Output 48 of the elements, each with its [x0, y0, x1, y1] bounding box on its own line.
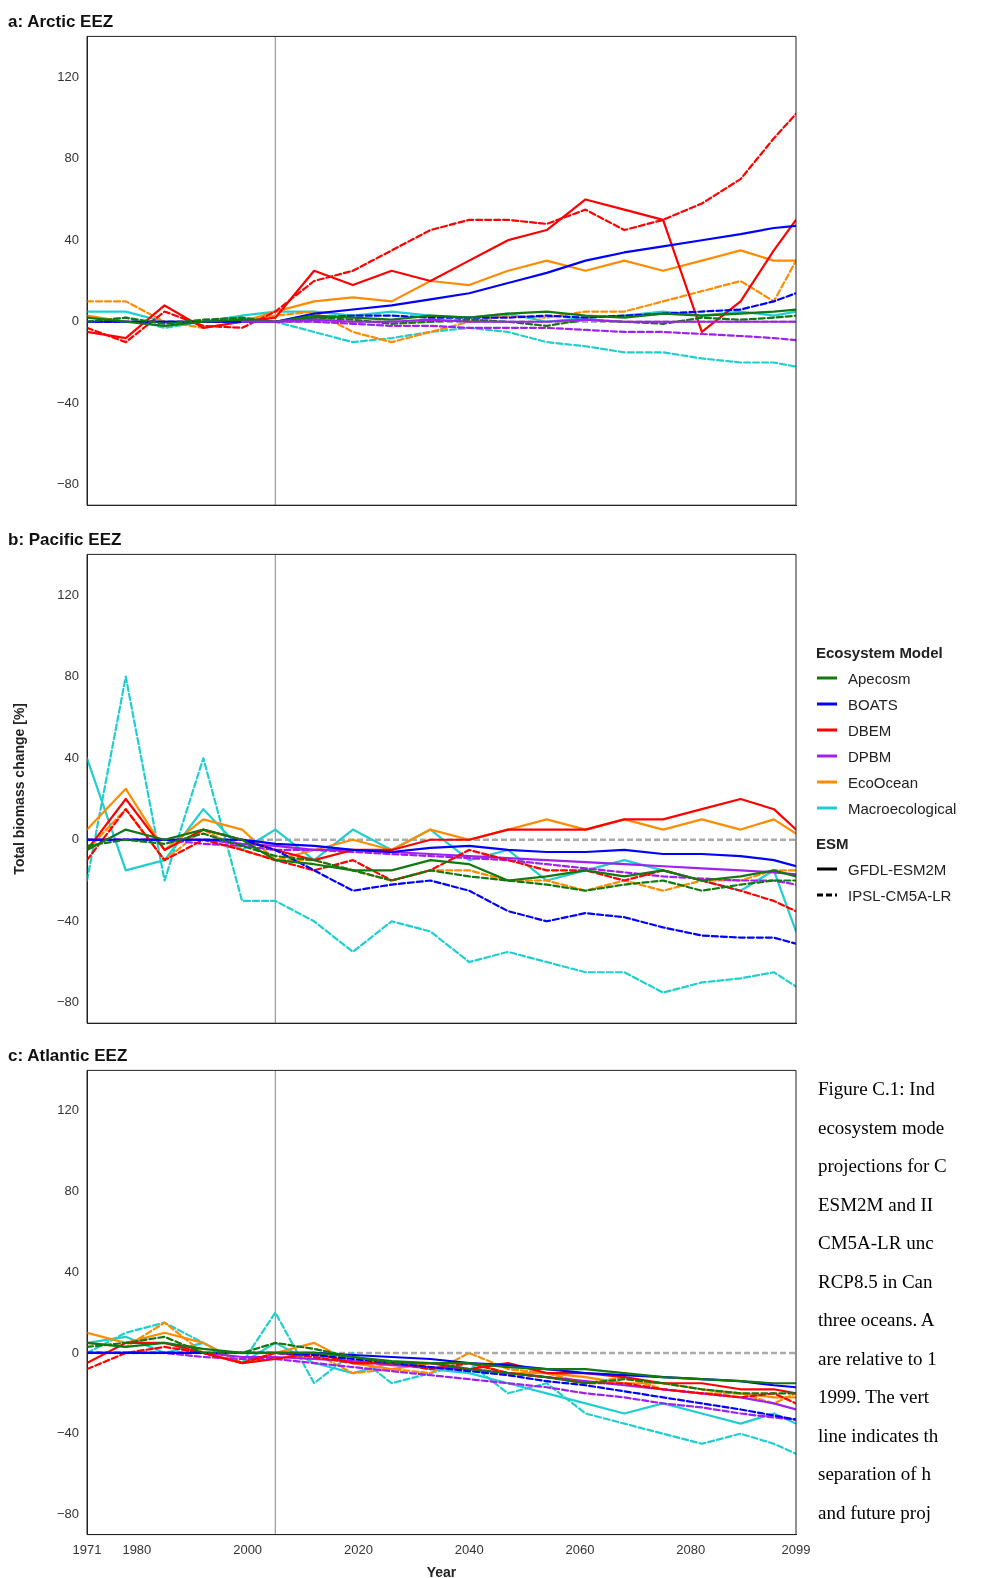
- legend-title: Ecosystem Model: [816, 644, 944, 661]
- y-tick-label: 40: [64, 749, 79, 765]
- y-tick-label: 120: [57, 586, 79, 602]
- text: GFDL-ESM2M: [848, 860, 947, 878]
- y-tick-label: 120: [57, 68, 79, 84]
- chart-title: c: Atlantic EEZ: [8, 1045, 128, 1065]
- line-series: [87, 112, 796, 344]
- chart-title: a: Arctic EEZ: [8, 11, 114, 31]
- line-series: [87, 1311, 796, 1455]
- y-axis-title: Total biomass change [%]: [11, 702, 28, 875]
- y-tick-label: −80: [56, 476, 79, 492]
- y-tick-label: 80: [64, 668, 79, 684]
- y-tick-label: 120: [57, 1102, 79, 1118]
- x-tick-label: 1980: [122, 1541, 152, 1557]
- chart-title: b: Pacific EEZ: [8, 529, 122, 549]
- y-tick-label: −40: [56, 912, 79, 928]
- y-tick-label: 80: [64, 1183, 79, 1199]
- y-tick-label: 0: [71, 831, 79, 847]
- legend-label: Macroecological: [848, 799, 957, 817]
- y-tick-label: 80: [64, 150, 79, 166]
- line-series: [87, 1345, 796, 1405]
- x-tick-label: 2080: [676, 1541, 706, 1557]
- x-axis-title: Year: [426, 1564, 457, 1578]
- y-tick-label: 40: [64, 231, 79, 247]
- legend-label: BOATS: [848, 695, 898, 713]
- y-tick-label: 0: [71, 313, 79, 329]
- text: ESM: [816, 835, 850, 852]
- x-tick-label: 2000: [233, 1541, 263, 1557]
- legend-label: DPBM: [848, 747, 892, 765]
- x-tick-label: 2040: [454, 1541, 484, 1557]
- x-tick-label: 2060: [565, 1541, 595, 1557]
- text: Figure C.1: Ind ecosystem mode projections for C ESM2M and II CM5A-LR unc RCP8.5 in Can three oceans. A are relative to 1 1999. The vert line indicates th separation of h and future proj: [818, 1078, 947, 1523]
- text: IPSL-CM5A-LR: [848, 886, 952, 904]
- legend-label: DBEM: [848, 721, 892, 739]
- y-tick-label: −80: [56, 1506, 79, 1521]
- legend-label: EcoOcean: [848, 773, 919, 791]
- y-tick-label: −40: [56, 1425, 79, 1441]
- y-tick-label: 0: [71, 1344, 79, 1360]
- x-tick-label: 2099: [781, 1541, 811, 1557]
- line-series: [87, 808, 796, 913]
- y-tick-label: 40: [64, 1263, 79, 1279]
- y-tick-label: −40: [56, 394, 79, 410]
- x-tick-label: 2020: [343, 1541, 373, 1557]
- x-tick-label: 1971: [72, 1541, 102, 1557]
- y-tick-label: −80: [56, 994, 79, 1010]
- line-series: [87, 675, 796, 994]
- legend-label: Apecosm: [848, 669, 911, 687]
- line-series: [87, 832, 796, 892]
